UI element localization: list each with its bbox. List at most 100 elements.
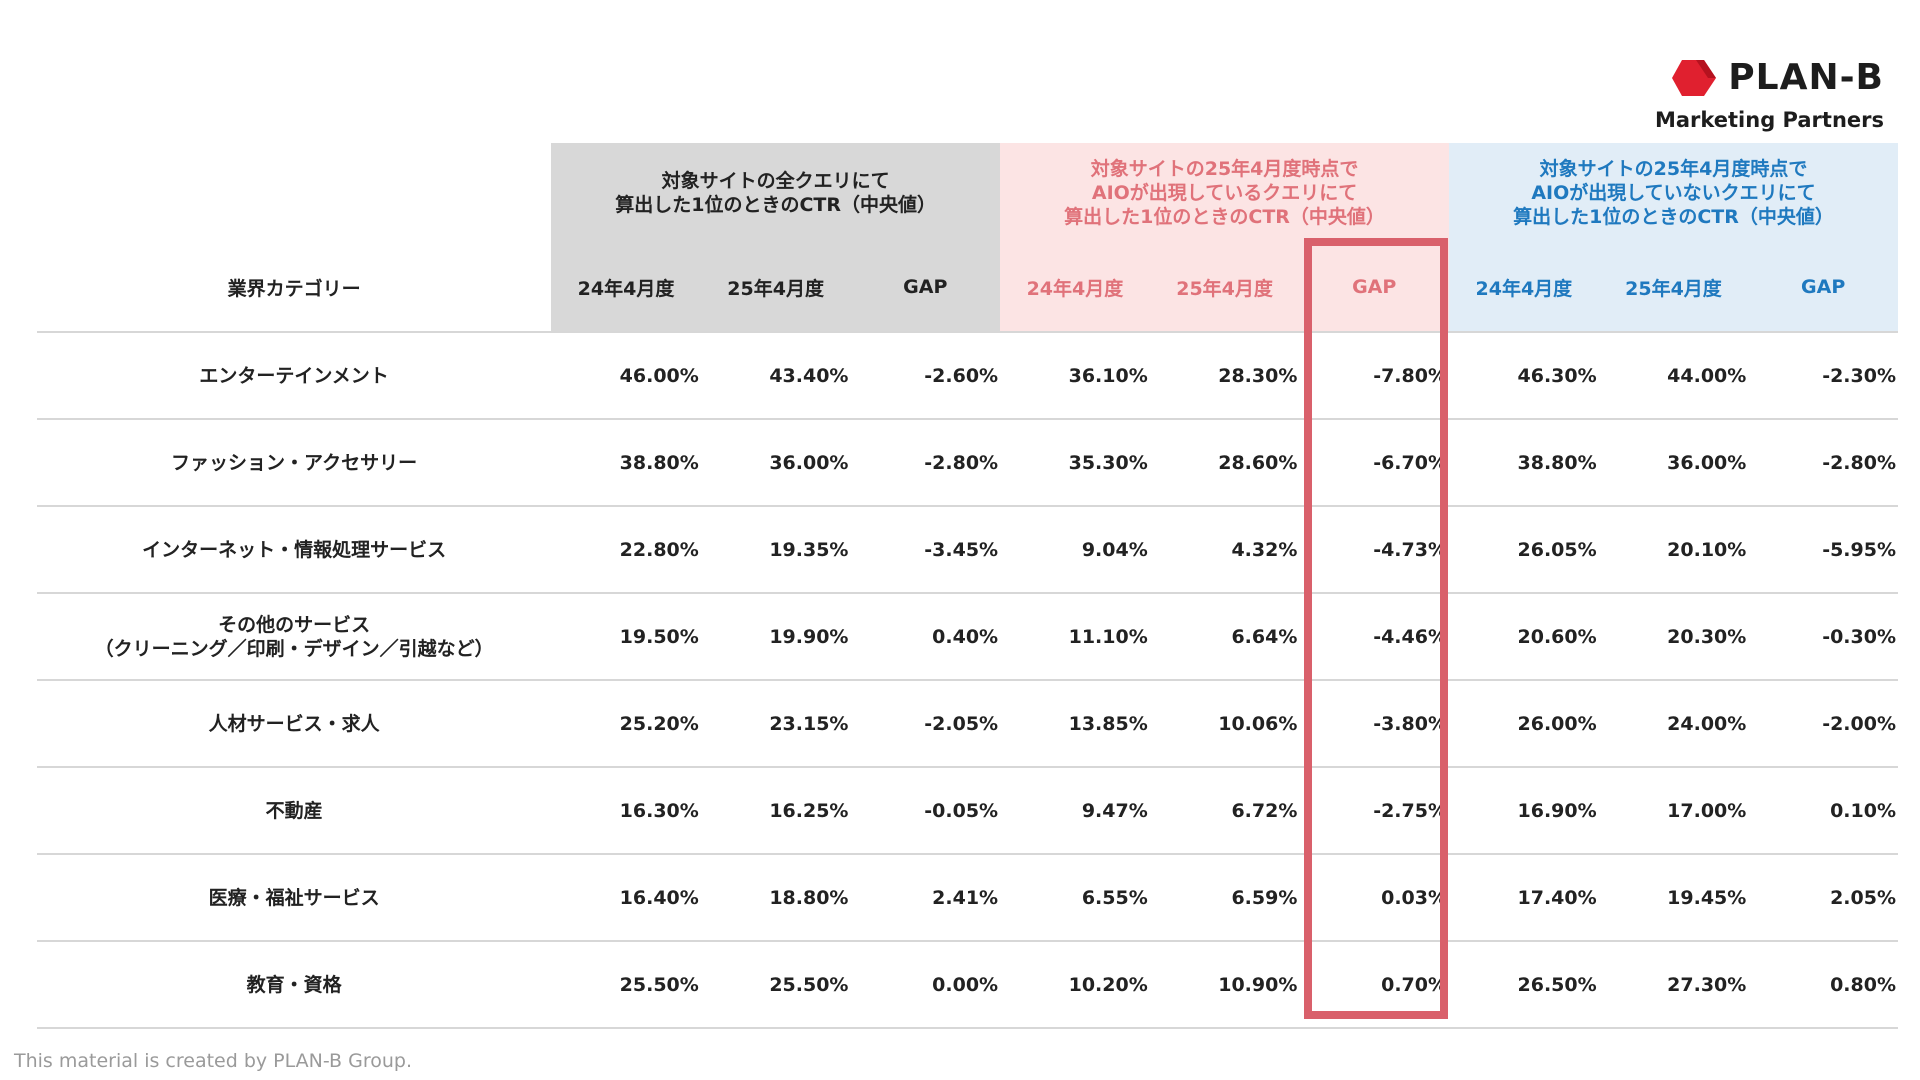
value-cell: -0.05% (850, 767, 1001, 855)
value-cell: 0.80% (1748, 941, 1898, 1029)
value-cell: 4.32% (1149, 506, 1300, 594)
group-header-aio-present: 対象サイトの25年4月度時点で AIOが出現しているクエリにて 算出した1位のと… (1000, 143, 1450, 243)
value-cell: 18.80% (700, 854, 851, 942)
value-cell: 9.47% (1000, 767, 1150, 855)
value-cell: -4.46% (1299, 593, 1450, 681)
value-cell: 28.30% (1149, 332, 1300, 420)
value-cell: 24.00% (1598, 680, 1749, 768)
value-cell: 16.40% (551, 854, 701, 942)
category-cell: エンターテインメント (37, 332, 552, 420)
column-header: 25年4月度 (1149, 243, 1300, 333)
category-label: 教育・資格 (246, 973, 342, 996)
table-row: 教育・資格 25.50% 25.50% 0.00% 10.20% 10.90% … (37, 941, 1898, 1029)
value-cell: -2.00% (1748, 680, 1898, 768)
value-cell: 19.45% (1598, 854, 1749, 942)
value-cell: 43.40% (700, 332, 851, 420)
category-header-spacer (37, 143, 551, 243)
value-cell: -2.30% (1748, 332, 1898, 420)
group-title-line: AIOが出現していないクエリにて (1531, 182, 1816, 204)
value-cell: 22.80% (551, 506, 701, 594)
value-cell: -5.95% (1748, 506, 1898, 594)
table-row: 人材サービス・求人 25.20% 23.15% -2.05% 13.85% 10… (37, 680, 1898, 768)
category-cell: ファッション・アクセサリー (37, 419, 552, 507)
category-label: インターネット・情報処理サービス (142, 538, 447, 561)
value-cell: 19.35% (700, 506, 851, 594)
value-cell: 26.00% (1449, 680, 1599, 768)
plan-b-logo-icon (1672, 60, 1717, 96)
column-header: 24年4月度 (551, 243, 701, 333)
table-row: その他のサービス （クリーニング／印刷・デザイン／引越など） 19.50% 19… (37, 593, 1898, 681)
value-cell: 46.00% (551, 332, 701, 420)
value-cell: 25.50% (551, 941, 701, 1029)
category-cell: 不動産 (37, 767, 552, 855)
value-cell: 16.90% (1449, 767, 1599, 855)
value-cell: 2.05% (1748, 854, 1898, 942)
value-cell: 20.10% (1598, 506, 1749, 594)
value-cell: -2.80% (850, 419, 1001, 507)
value-cell: 6.59% (1149, 854, 1300, 942)
value-cell: 26.50% (1449, 941, 1599, 1029)
logo-name: PLAN-B (1728, 57, 1884, 98)
value-cell: 20.30% (1598, 593, 1749, 681)
value-cell: 6.72% (1149, 767, 1300, 855)
value-cell: 10.20% (1000, 941, 1150, 1029)
footer-credit: This material is created by PLAN-B Group… (14, 1050, 413, 1072)
value-cell: 25.50% (700, 941, 851, 1029)
category-label: 医療・福祉サービス (208, 886, 380, 909)
value-cell: -2.05% (850, 680, 1001, 768)
value-cell: 10.06% (1149, 680, 1300, 768)
value-cell: 44.00% (1598, 332, 1749, 420)
value-cell: 35.30% (1000, 419, 1150, 507)
value-cell: -4.73% (1299, 506, 1450, 594)
table-row: エンターテインメント 46.00% 43.40% -2.60% 36.10% 2… (37, 332, 1898, 420)
value-cell: -7.80% (1299, 332, 1450, 420)
group-title-line: 算出した1位のときのCTR（中央値） (1064, 206, 1385, 228)
value-cell: -3.80% (1299, 680, 1450, 768)
column-header: 24年4月度 (1000, 243, 1150, 333)
category-sublabel: （クリーニング／印刷・デザイン／引越など） (94, 637, 494, 660)
value-cell: 9.04% (1000, 506, 1150, 594)
value-cell: -2.75% (1299, 767, 1450, 855)
value-cell: 10.90% (1149, 941, 1300, 1029)
ctr-comparison-table: 対象サイトの全クエリにて 算出した1位のときのCTR（中央値） 対象サイトの25… (37, 143, 1898, 1029)
category-label: その他のサービス (218, 613, 371, 636)
category-label: ファッション・アクセサリー (171, 451, 418, 474)
value-cell: 0.10% (1748, 767, 1898, 855)
value-cell: 0.03% (1299, 854, 1450, 942)
value-cell: 20.60% (1449, 593, 1599, 681)
value-cell: 27.30% (1598, 941, 1749, 1029)
table-row: ファッション・アクセサリー 38.80% 36.00% -2.80% 35.30… (37, 419, 1898, 507)
category-label: 不動産 (265, 799, 323, 822)
column-header: GAP (1748, 243, 1898, 333)
value-cell: 46.30% (1449, 332, 1599, 420)
value-cell: 36.00% (1598, 419, 1749, 507)
value-cell: 2.41% (850, 854, 1001, 942)
value-cell: 19.90% (700, 593, 851, 681)
value-cell: -3.45% (850, 506, 1001, 594)
company-logo: PLAN-B Marketing Partners (1655, 57, 1884, 133)
value-cell: -2.80% (1748, 419, 1898, 507)
value-cell: -2.60% (850, 332, 1001, 420)
category-label: エンターテインメント (199, 364, 389, 387)
category-label: 人材サービス・求人 (208, 712, 380, 735)
value-cell: 36.10% (1000, 332, 1150, 420)
category-cell: 医療・福祉サービス (37, 854, 552, 942)
value-cell: 23.15% (700, 680, 851, 768)
value-cell: 0.40% (850, 593, 1001, 681)
group-header-aio-absent: 対象サイトの25年4月度時点で AIOが出現していないクエリにて 算出した1位の… (1449, 143, 1898, 243)
category-cell: 人材サービス・求人 (37, 680, 552, 768)
value-cell: 19.50% (551, 593, 701, 681)
column-header: 24年4月度 (1449, 243, 1599, 333)
category-cell: インターネット・情報処理サービス (37, 506, 552, 594)
value-cell: 28.60% (1149, 419, 1300, 507)
value-cell: 6.64% (1149, 593, 1300, 681)
column-header: 25年4月度 (1598, 243, 1749, 333)
value-cell: 16.25% (700, 767, 851, 855)
group-title-line: 算出した1位のときのCTR（中央値） (615, 194, 937, 216)
value-cell: 25.20% (551, 680, 701, 768)
group-header-all-queries: 対象サイトの全クエリにて 算出した1位のときのCTR（中央値） (551, 143, 1001, 243)
column-header-row: 業界カテゴリー 24年4月度 25年4月度 GAP 24年4月度 25年4月度 … (37, 243, 1898, 333)
column-header: GAP (850, 243, 1001, 333)
category-column-header: 業界カテゴリー (37, 243, 552, 333)
value-cell: 16.30% (551, 767, 701, 855)
